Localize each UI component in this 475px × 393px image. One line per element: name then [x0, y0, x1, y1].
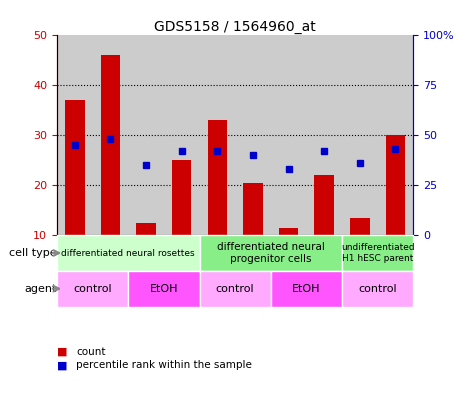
Bar: [306, 35, 342, 235]
Bar: [93, 35, 128, 235]
Bar: [136, 223, 156, 235]
Bar: [235, 35, 271, 235]
Title: GDS5158 / 1564960_at: GDS5158 / 1564960_at: [154, 20, 316, 34]
Bar: [350, 218, 370, 235]
Bar: [128, 271, 200, 307]
Text: ■: ■: [57, 347, 67, 357]
Text: EtOH: EtOH: [150, 284, 178, 294]
Bar: [101, 55, 120, 235]
Bar: [200, 35, 235, 235]
Bar: [57, 235, 200, 271]
Text: control: control: [73, 284, 112, 294]
Bar: [65, 100, 85, 235]
Text: EtOH: EtOH: [292, 284, 321, 294]
Bar: [279, 228, 298, 235]
Text: cell type: cell type: [10, 248, 57, 258]
Bar: [342, 35, 378, 235]
Bar: [200, 271, 271, 307]
Text: count: count: [76, 347, 105, 357]
Text: control: control: [358, 284, 397, 294]
Text: percentile rank within the sample: percentile rank within the sample: [76, 360, 252, 371]
Bar: [243, 183, 263, 235]
Text: undifferentiated
H1 hESC parent: undifferentiated H1 hESC parent: [341, 243, 414, 263]
Bar: [164, 35, 200, 235]
Bar: [172, 160, 191, 235]
Bar: [271, 271, 342, 307]
Bar: [271, 35, 306, 235]
Bar: [208, 120, 227, 235]
Text: differentiated neural rosettes: differentiated neural rosettes: [61, 248, 195, 257]
Text: control: control: [216, 284, 255, 294]
Text: differentiated neural
progenitor cells: differentiated neural progenitor cells: [217, 242, 325, 264]
Bar: [57, 35, 93, 235]
Text: ■: ■: [57, 360, 67, 371]
Bar: [57, 271, 128, 307]
Bar: [342, 235, 413, 271]
Bar: [342, 271, 413, 307]
Bar: [200, 235, 342, 271]
Bar: [378, 35, 413, 235]
Text: agent: agent: [25, 284, 57, 294]
Bar: [386, 135, 405, 235]
Bar: [128, 35, 164, 235]
Bar: [314, 175, 334, 235]
